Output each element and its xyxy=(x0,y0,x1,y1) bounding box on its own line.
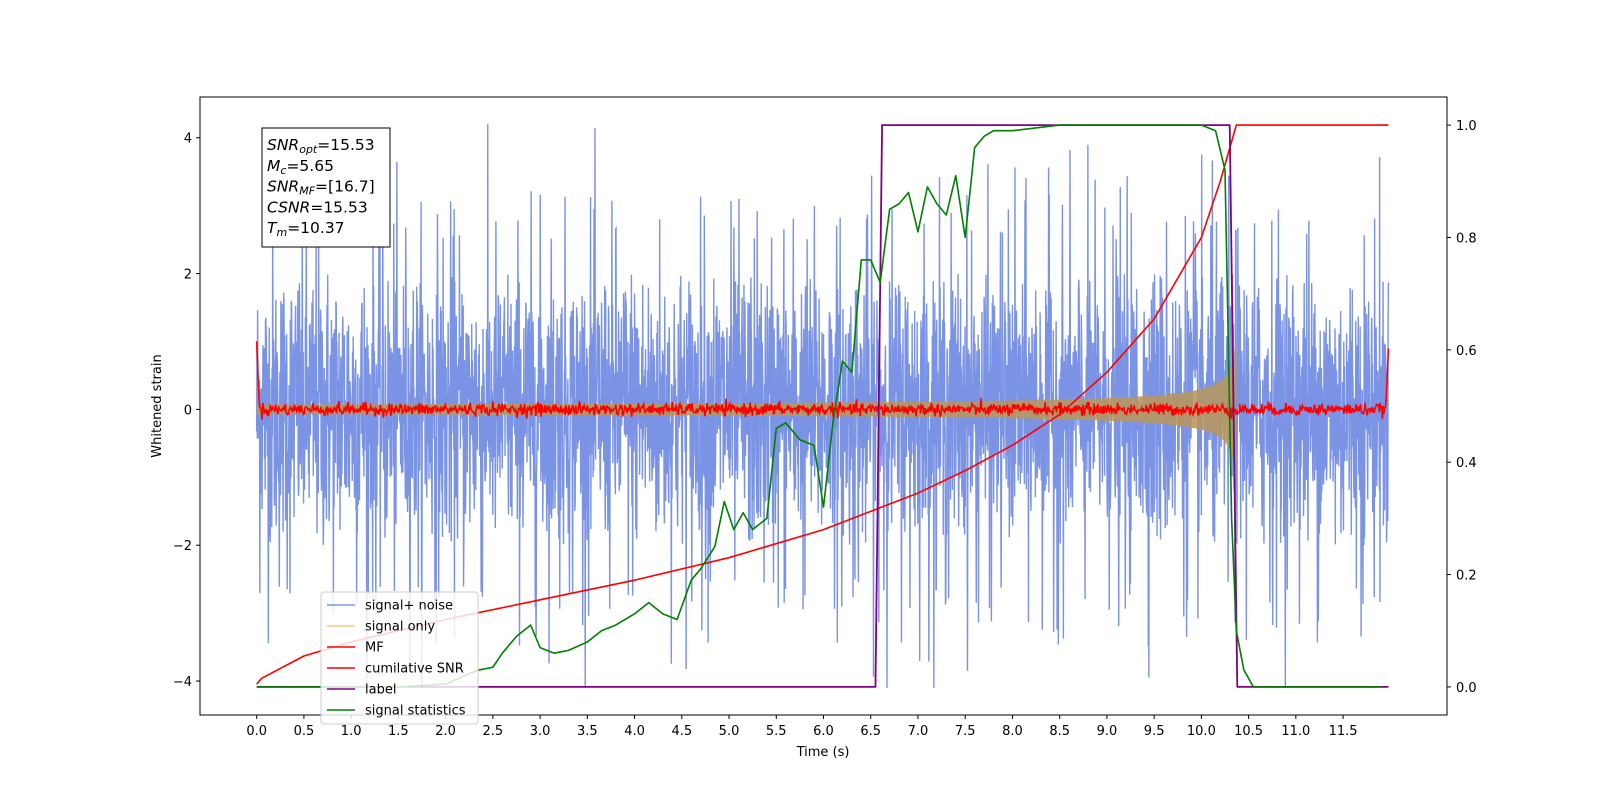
x-tick-label: 7.5 xyxy=(955,724,976,739)
legend-entry: signal+ noise xyxy=(365,599,453,614)
legend-entry: signal statistics xyxy=(365,704,466,719)
y-right-tick-label: 0.0 xyxy=(1456,681,1477,696)
y-right-tick-label: 0.6 xyxy=(1456,344,1477,359)
annotation-frame xyxy=(261,127,391,248)
x-tick-label: 9.5 xyxy=(1144,724,1165,739)
x-tick-label: 8.5 xyxy=(1049,724,1070,739)
annotation-box: SNRopt=15.53Mc=5.65SNRMF=[16.7]CSNR=15.5… xyxy=(261,127,391,248)
x-tick-label: 0.5 xyxy=(294,724,315,739)
x-tick-label: 10.0 xyxy=(1187,724,1216,739)
y-right-tick-label: 0.2 xyxy=(1456,569,1477,584)
y-right-tick-label: 0.8 xyxy=(1456,231,1477,246)
x-tick-label: 1.0 xyxy=(341,724,362,739)
y-left-tick-label: −4 xyxy=(173,675,192,690)
x-tick-label: 5.5 xyxy=(766,724,787,739)
y-axis-label: Whitened strain xyxy=(150,354,165,457)
series-signal-statistics xyxy=(256,124,1381,688)
x-tick-label: 3.0 xyxy=(530,724,551,739)
y-left-tick-label: 0 xyxy=(184,403,192,418)
series-mf xyxy=(255,341,1390,420)
x-axis-label: Time (s) xyxy=(796,745,850,760)
x-tick-label: 7.0 xyxy=(908,724,929,739)
y-right-tick-label: 1.0 xyxy=(1456,119,1477,134)
x-tick-label: 0.0 xyxy=(246,724,267,739)
x-tick-label: 9.0 xyxy=(1097,724,1118,739)
legend-entry: cumilative SNR xyxy=(365,662,464,677)
x-tick-label: 2.5 xyxy=(483,724,504,739)
y-left-tick-label: 2 xyxy=(184,268,192,283)
x-tick-label: 2.0 xyxy=(435,724,456,739)
y-left-tick-label: 4 xyxy=(184,132,192,147)
legend: signal+ noise signal only MF cumilative SNR… xyxy=(320,591,479,725)
annotation-line: Tm=10.37 xyxy=(267,219,345,239)
legend-frame xyxy=(320,591,479,725)
legend-entry: label xyxy=(365,683,396,698)
legend-entry: MF xyxy=(365,641,384,656)
x-tick-label: 10.5 xyxy=(1234,724,1263,739)
y-right-tick-label: 0.4 xyxy=(1456,456,1477,471)
x-tick-label: 4.5 xyxy=(671,724,692,739)
annotation-line: SNRopt=15.53 xyxy=(267,136,375,156)
y-left-tick-label: −2 xyxy=(173,539,192,554)
x-tick-label: 8.0 xyxy=(1002,724,1023,739)
x-tick-label: 5.0 xyxy=(719,724,740,739)
x-tick-label: 11.5 xyxy=(1329,724,1358,739)
annotation-line: SNRMF=[16.7] xyxy=(267,178,375,198)
x-tick-label: 1.5 xyxy=(388,724,409,739)
x-tick-label: 6.0 xyxy=(813,724,834,739)
x-tick-label: 3.5 xyxy=(577,724,598,739)
x-tick-label: 6.5 xyxy=(860,724,881,739)
annotation-line: Mc=5.65 xyxy=(267,157,334,177)
x-tick-label: 11.0 xyxy=(1281,724,1310,739)
plot-frame xyxy=(199,96,1448,716)
annotation-line: CSNR=15.53 xyxy=(267,198,368,216)
series-signal-noise xyxy=(255,124,1390,688)
x-tick-label: 4.0 xyxy=(624,724,645,739)
legend-entry: signal only xyxy=(365,620,435,635)
